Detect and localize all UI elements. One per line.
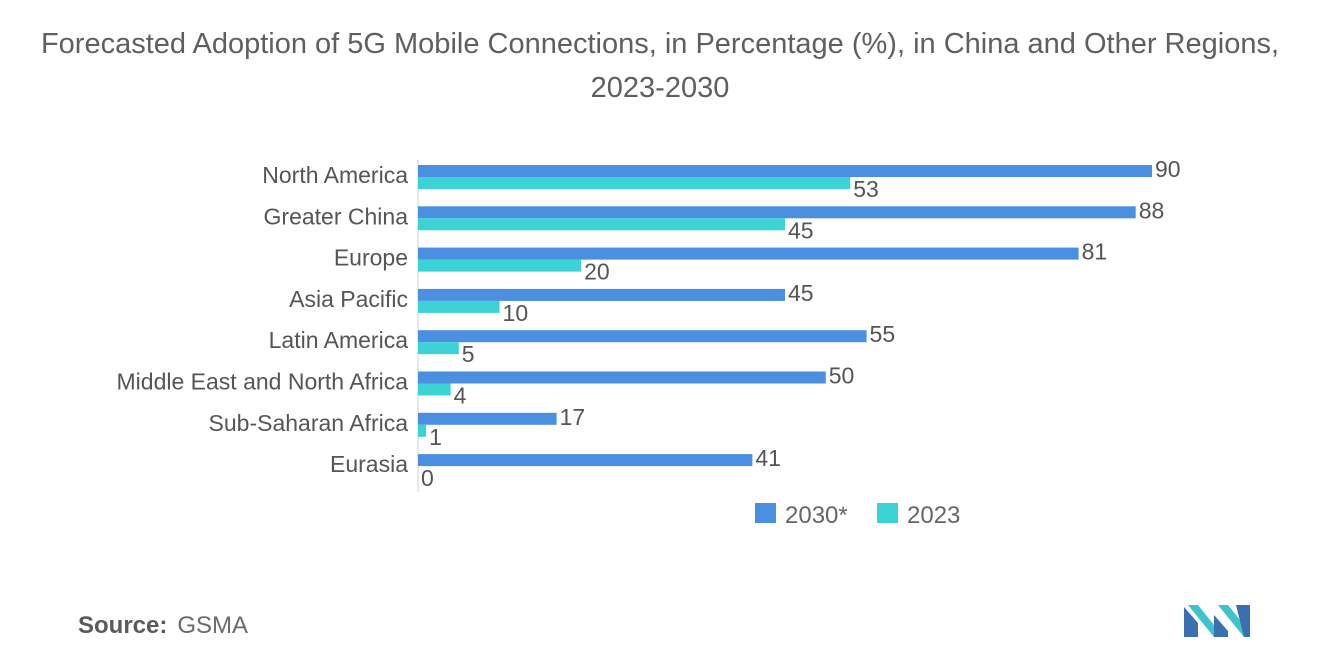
legend-label: 2030* (785, 502, 848, 529)
bar-series-2023 (418, 383, 451, 396)
category-label: Greater China (264, 203, 409, 229)
brand-logo-icon (1184, 605, 1250, 637)
data-label: 45 (788, 280, 814, 306)
data-label: 45 (788, 217, 814, 243)
data-label: 81 (1082, 239, 1108, 265)
bar-series-2030 (418, 165, 1152, 177)
legend-swatch (877, 503, 898, 523)
bar-series-2023 (418, 218, 785, 231)
bar-series-2023 (418, 300, 500, 313)
data-label: 88 (1139, 197, 1165, 223)
bar-series-2023 (418, 424, 427, 437)
bar-series-2023 (418, 259, 582, 272)
data-label: 1 (429, 424, 442, 450)
category-label: Latin America (269, 327, 409, 353)
bar-series-2030 (418, 371, 826, 384)
category-label: Eurasia (330, 451, 408, 477)
category-label: Asia Pacific (289, 286, 408, 312)
bar-series-2023 (418, 342, 459, 355)
data-label: 53 (853, 176, 879, 202)
legend-label: 2023 (907, 502, 960, 529)
data-label: 41 (755, 445, 781, 471)
legend-swatch (755, 503, 776, 523)
source-value: GSMA (177, 612, 249, 639)
bar-series-2023 (418, 177, 851, 189)
bar-series-2030 (418, 206, 1136, 219)
category-label: Sub-Saharan Africa (209, 410, 409, 436)
source-label: Source: (78, 612, 168, 639)
bar-series-2030 (418, 247, 1079, 260)
data-label: 0 (421, 465, 434, 491)
chart-title: Forecasted Adoption of 5G Mobile Connect… (40, 28, 1280, 104)
source-note: Source: GSMA (78, 612, 248, 640)
bar-series-2030 (418, 454, 753, 467)
data-label: 90 (1155, 156, 1181, 182)
data-label: 50 (829, 363, 855, 389)
category-label: Middle East and North Africa (117, 369, 409, 395)
bar-series-2030 (418, 288, 785, 301)
data-label: 17 (560, 404, 586, 430)
category-label: North America (262, 162, 408, 188)
data-label: 4 (454, 383, 467, 409)
data-label: 20 (584, 259, 610, 285)
data-label: 10 (503, 300, 529, 326)
bar-series-2030 (418, 412, 557, 425)
data-label: 55 (870, 321, 896, 347)
bar-series-2030 (418, 330, 867, 343)
data-label: 5 (462, 341, 475, 367)
category-label: Europe (334, 245, 408, 271)
